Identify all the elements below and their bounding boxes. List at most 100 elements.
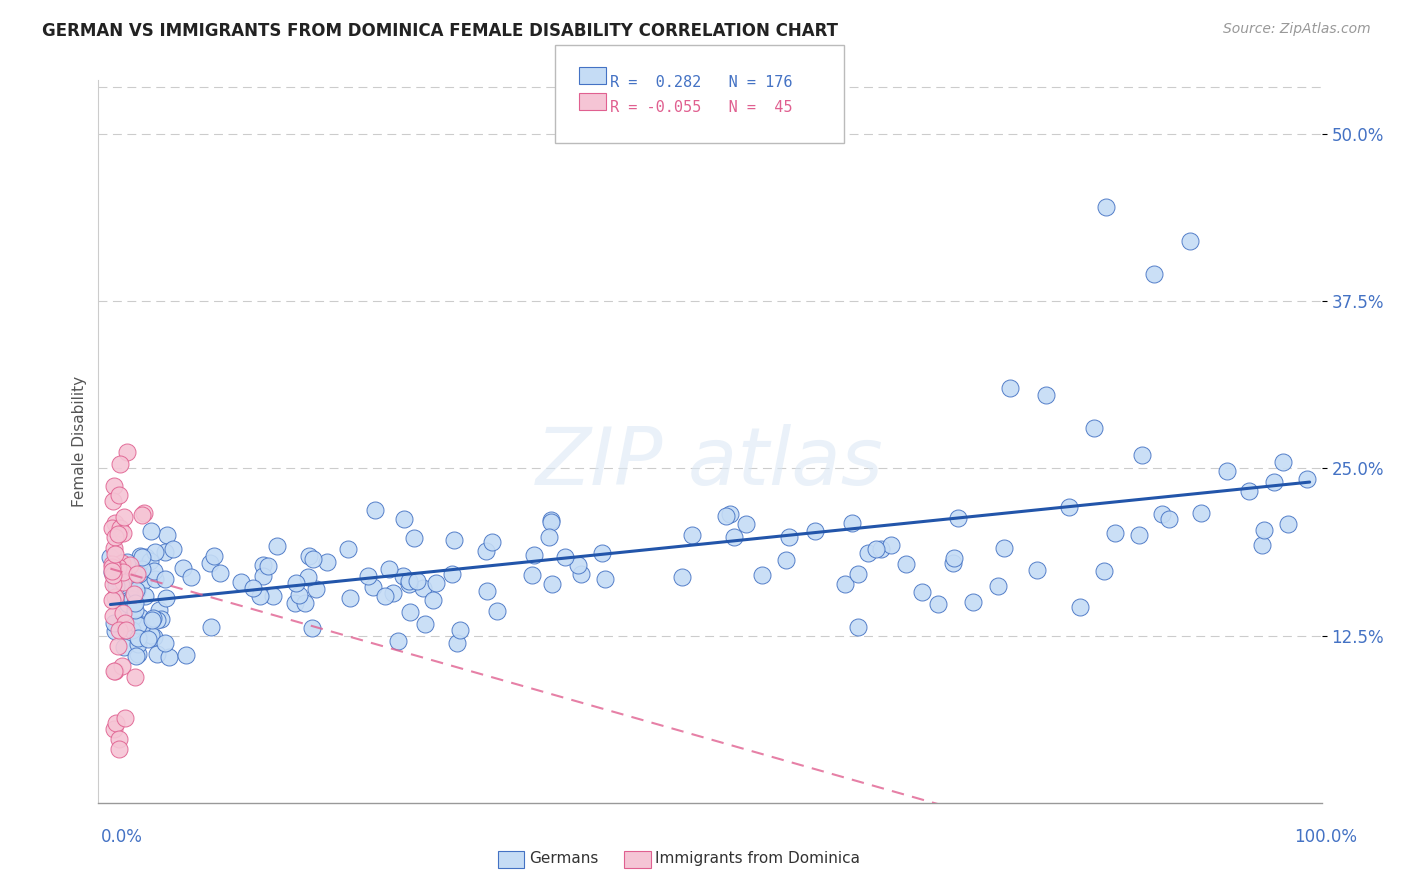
Point (115, 623, 138, 637)
Point (104, 579, 127, 593)
Point (131, 562, 153, 576)
Point (846, 566, 869, 581)
Point (111, 556, 134, 570)
Point (381, 586, 404, 600)
Point (127, 618, 149, 632)
Point (834, 576, 856, 591)
Point (305, 582, 328, 596)
Point (132, 561, 155, 575)
Point (846, 620, 869, 634)
Point (377, 562, 399, 576)
Point (998, 381, 1021, 395)
Point (115, 605, 138, 619)
Point (129, 610, 152, 624)
Point (841, 516, 863, 530)
Point (143, 545, 166, 559)
Point (103, 479, 125, 493)
Point (735, 516, 758, 531)
Point (714, 508, 737, 523)
Point (139, 554, 162, 568)
Point (131, 617, 153, 632)
Point (942, 550, 965, 565)
Point (101, 565, 124, 579)
Point (294, 596, 316, 610)
Point (804, 524, 827, 538)
Point (112, 566, 135, 580)
Point (443, 533, 465, 548)
Point (778, 530, 800, 544)
Point (1130, 448, 1153, 462)
Point (103, 723, 125, 737)
Point (357, 569, 380, 583)
Point (567, 558, 589, 572)
Point (1083, 421, 1105, 435)
Point (100, 550, 122, 565)
Point (404, 532, 426, 546)
Point (1296, 472, 1319, 486)
Point (153, 636, 176, 650)
Point (398, 576, 420, 591)
Point (870, 541, 893, 556)
Point (398, 574, 420, 589)
Point (121, 623, 143, 637)
Point (125, 567, 148, 582)
Point (520, 568, 543, 582)
Point (200, 620, 222, 634)
Point (107, 555, 129, 569)
Point (723, 530, 745, 544)
Point (948, 511, 970, 525)
Point (180, 570, 202, 584)
Point (449, 624, 471, 638)
Point (405, 574, 427, 588)
Point (316, 555, 339, 569)
Point (101, 568, 124, 582)
Point (440, 566, 463, 581)
Point (339, 591, 361, 606)
Point (127, 631, 149, 645)
Point (111, 525, 134, 540)
Point (131, 508, 153, 522)
Point (125, 583, 148, 598)
Point (139, 627, 162, 641)
Point (413, 617, 436, 632)
Point (1272, 455, 1295, 469)
Point (172, 561, 194, 575)
Point (103, 665, 125, 679)
Point (285, 576, 308, 591)
Point (103, 541, 125, 556)
Point (229, 575, 252, 590)
Point (107, 639, 129, 653)
Point (896, 557, 918, 571)
Point (142, 631, 165, 645)
Text: Germans: Germans (529, 852, 598, 866)
Point (1263, 475, 1285, 489)
Point (301, 621, 323, 635)
Point (115, 556, 138, 570)
Point (540, 577, 562, 591)
Point (124, 670, 146, 684)
Text: 0.0%: 0.0% (101, 828, 143, 846)
Point (1237, 484, 1260, 499)
Point (112, 640, 135, 654)
Point (101, 608, 124, 623)
Point (1104, 526, 1126, 541)
Point (540, 512, 562, 526)
Point (540, 515, 562, 529)
Point (100, 564, 122, 578)
Point (1152, 508, 1174, 522)
Point (1189, 506, 1212, 520)
Point (124, 603, 146, 617)
Point (135, 549, 157, 564)
Point (1057, 500, 1080, 514)
Point (131, 550, 153, 565)
Point (108, 742, 131, 756)
Point (856, 545, 879, 559)
Point (198, 556, 221, 570)
Point (124, 595, 146, 609)
Point (481, 534, 503, 549)
Point (1035, 387, 1057, 401)
Text: R =  0.282   N = 176: R = 0.282 N = 176 (610, 75, 793, 90)
Point (1253, 524, 1275, 538)
Point (101, 494, 124, 508)
Point (412, 582, 434, 596)
